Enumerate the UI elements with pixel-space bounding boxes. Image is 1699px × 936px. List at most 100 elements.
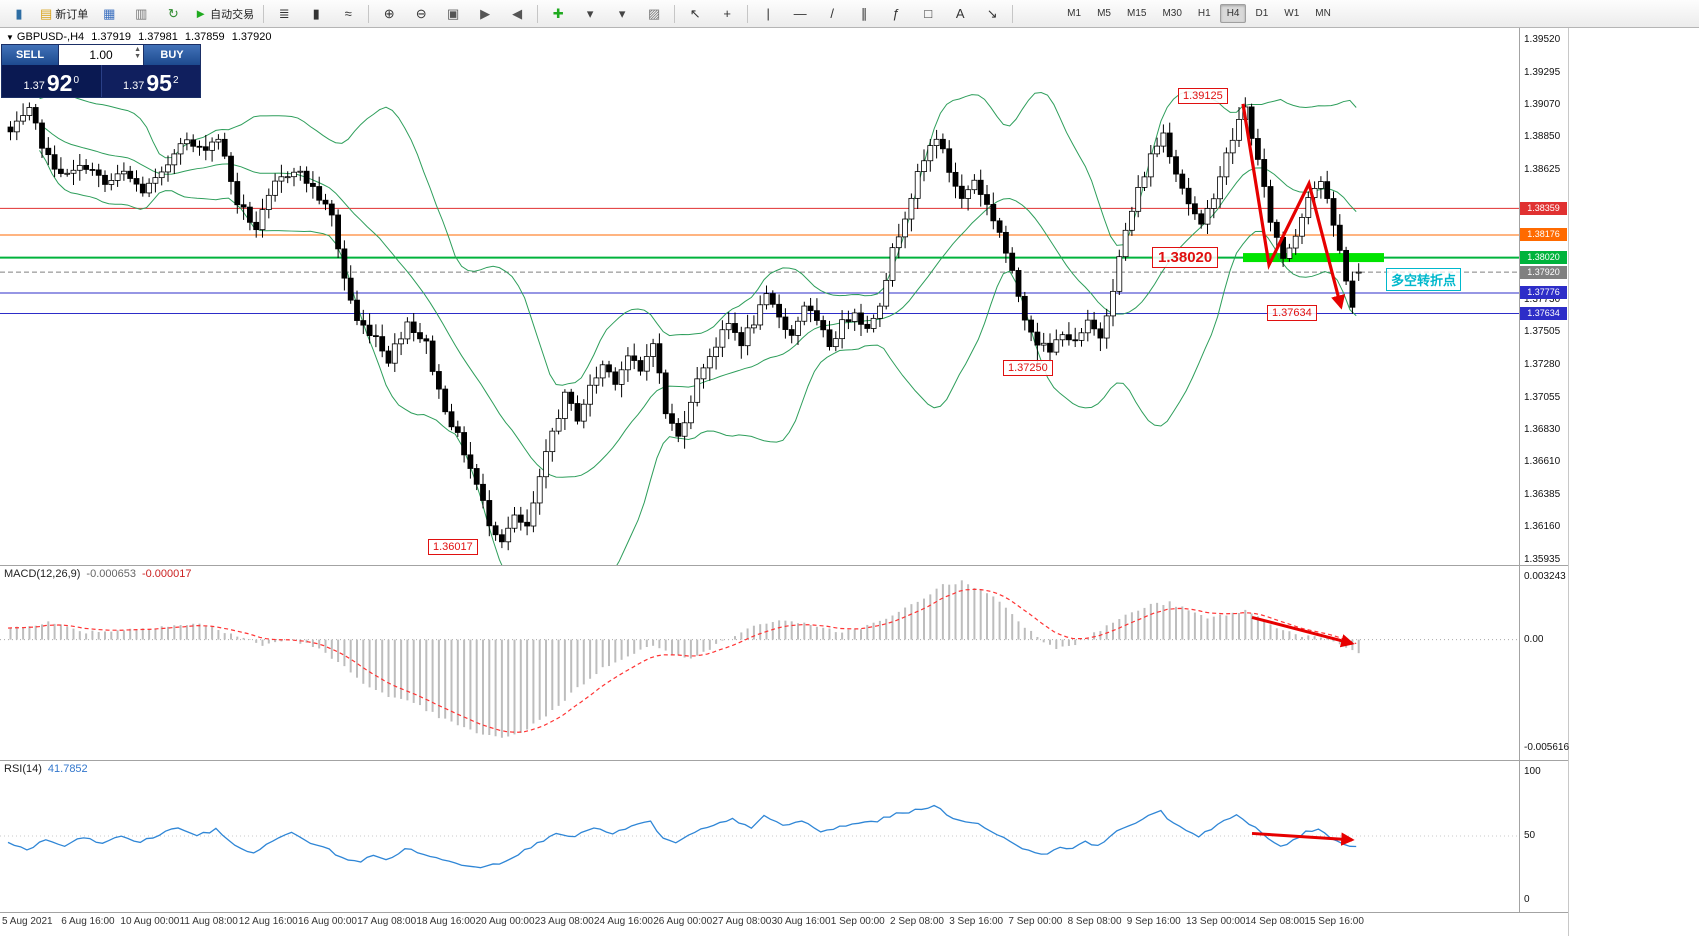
line-chart-icon[interactable]: ≈ <box>344 6 352 21</box>
main-chart-canvas[interactable] <box>0 28 1519 565</box>
lot-down-icon[interactable]: ▼ <box>134 53 141 60</box>
trendline-icon[interactable]: / <box>830 6 834 21</box>
new-order-button[interactable]: ▤ 新订单 <box>40 6 89 21</box>
cursor-icon[interactable]: ↖ <box>689 6 701 21</box>
time-tick: 10 Aug 00:00 <box>120 916 180 927</box>
horizontal-line-icon[interactable]: — <box>793 6 807 21</box>
sell-price[interactable]: 1.37 92 0 <box>23 70 80 97</box>
crosshair-icon[interactable]: + <box>723 6 731 21</box>
price-tag-137920: 1.37920 <box>1520 265 1567 279</box>
time-tick: 7 Sep 00:00 <box>1008 916 1063 927</box>
timeframe-group: M1 M5 M15 M30 H1 H4 D1 W1 MN <box>1059 4 1339 23</box>
price-tick: 1.36830 <box>1524 424 1561 436</box>
rsi-panel-canvas[interactable] <box>0 760 1519 912</box>
terminal-chart-icon[interactable]: ▮ <box>15 6 23 21</box>
price-tag-138176: 1.38176 <box>1520 228 1567 242</box>
price-tag-137634: 1.37634 <box>1520 307 1567 321</box>
macd-panel-canvas[interactable] <box>0 565 1519 760</box>
timeframe-m1[interactable]: M1 <box>1067 8 1082 19</box>
macd-indicator-label: MACD(12,26,9) -0.000653 -0.000017 <box>4 568 192 580</box>
refresh-icon[interactable]: ↻ <box>167 6 179 21</box>
chart-window-icon[interactable]: ▦ <box>103 6 116 21</box>
price-tick: 1.39295 <box>1524 66 1561 78</box>
time-tick: 20 Aug 00:00 <box>475 916 535 927</box>
time-tick: 2 Sep 08:00 <box>890 916 944 927</box>
trend-arrow-main <box>1241 103 1346 310</box>
price-tick: 1.36160 <box>1524 521 1561 533</box>
time-tick: 16 Aug 00:00 <box>298 916 357 927</box>
zoom-in-icon[interactable]: ⊕ <box>383 6 395 21</box>
time-tick: 5 Aug 2021 <box>2 916 53 927</box>
fibonacci-icon[interactable]: ƒ <box>892 6 900 21</box>
timeframe-w1[interactable]: W1 <box>1284 8 1300 19</box>
timeframe-h4[interactable]: H4 <box>1219 4 1247 23</box>
price-tag-138359: 1.38359 <box>1520 201 1567 215</box>
main-macd-divider[interactable] <box>0 565 1568 566</box>
chart-symbol: GBPUSD-,H4 <box>16 31 85 43</box>
macd-histogram <box>9 580 1360 738</box>
buy-button[interactable]: BUY <box>144 45 200 65</box>
support-zone-highlight <box>1243 253 1384 263</box>
timeframe-m5[interactable]: M5 <box>1097 8 1111 19</box>
toolbar-separator <box>263 4 265 23</box>
toolbar-separator <box>674 4 676 23</box>
tile-windows-icon[interactable]: ▣ <box>447 6 460 21</box>
price-tick: 1.35935 <box>1524 554 1561 565</box>
chart-shift-icon[interactable]: ◀ <box>512 6 523 21</box>
candles <box>7 97 1362 551</box>
templates-icon[interactable]: ▨ <box>648 6 661 21</box>
vertical-line-icon[interactable]: | <box>766 6 770 21</box>
toolbar: ▮ ▤ 新订单 ▦ ▥ ↻ ► 自动交易 ≣ ▮ ≈ ⊕ ⊖ ▣ ▶ ◀ ✚ ▾ ▾ ▨ ↖ + | — / ∥ ƒ □ A ↘ M1 M5 M… <box>0 0 1699 28</box>
ohlc-low: 1.37859 <box>184 31 225 43</box>
toolbar-separator <box>1012 4 1014 23</box>
macd-rsi-divider[interactable] <box>0 760 1568 761</box>
time-tick: 8 Sep 08:00 <box>1067 916 1122 927</box>
toolbar-separator <box>747 4 749 23</box>
equidistant-channel-icon[interactable]: ∥ <box>860 6 868 21</box>
macd-axis-tick: 0.00 <box>1524 633 1544 645</box>
price-label-136017: 1.36017 <box>428 539 478 556</box>
price-label-137634: 1.37634 <box>1267 304 1317 321</box>
one-click-trading-panel: SELL ▲ ▼ BUY 1.37 92 0 1.37 95 2 <box>1 44 201 98</box>
indicators-add-icon[interactable]: ✚ <box>552 6 564 21</box>
timeframe-m30[interactable]: M30 <box>1162 8 1182 19</box>
candlestick-chart-icon[interactable]: ▮ <box>312 6 320 21</box>
time-tick: 6 Aug 16:00 <box>61 916 115 927</box>
time-tick: 14 Sep 08:00 <box>1245 916 1305 927</box>
rsi-axis-tick: 50 <box>1524 830 1536 841</box>
timeframe-d1[interactable]: D1 <box>1255 8 1269 19</box>
indicators-dropdown-icon[interactable]: ▾ <box>586 6 594 21</box>
rsi-axis-tick: 0 <box>1524 894 1530 905</box>
price-tick: 1.39070 <box>1524 99 1561 111</box>
autotrading-button[interactable]: ► 自动交易 <box>194 6 255 21</box>
zoom-out-icon[interactable]: ⊖ <box>415 6 427 21</box>
lot-up-icon[interactable]: ▲ <box>134 46 141 53</box>
toolbar-separator <box>537 4 539 23</box>
timeframe-mn[interactable]: MN <box>1315 8 1331 19</box>
lot-size-input[interactable]: ▲ ▼ <box>58 45 144 65</box>
bar-chart-icon[interactable]: ≣ <box>278 6 290 21</box>
price-tick: 1.36385 <box>1524 488 1561 500</box>
shapes-icon[interactable]: □ <box>924 6 933 21</box>
auto-scroll-icon[interactable]: ▶ <box>480 6 491 21</box>
time-tick: 30 Aug 16:00 <box>771 916 831 927</box>
time-tick: 3 Sep 16:00 <box>949 916 1004 927</box>
text-label-icon[interactable]: A <box>955 6 965 21</box>
chart-ohlc-title: ▼ GBPUSD-,H4 1.37919 1.37981 1.37859 1.37… <box>6 31 275 43</box>
timeframes-dropdown-icon[interactable]: ▾ <box>618 6 626 21</box>
horizontal-levels <box>0 207 1519 315</box>
sell-button[interactable]: SELL <box>2 45 58 65</box>
price-label-137250: 1.37250 <box>1003 360 1053 377</box>
rsi-indicator-label: RSI(14) 41.7852 <box>4 763 88 775</box>
symbol-dropdown-icon: ▼ <box>6 33 14 42</box>
time-axis-divider <box>0 912 1568 913</box>
lot-size-field[interactable] <box>74 48 128 62</box>
profiles-icon[interactable]: ▥ <box>135 6 148 21</box>
ohlc-open: 1.37919 <box>91 31 131 43</box>
timeframe-m15[interactable]: M15 <box>1126 8 1147 19</box>
timeframe-h1[interactable]: H1 <box>1197 8 1211 19</box>
buy-price[interactable]: 1.37 95 2 <box>100 65 200 97</box>
arrows-icon[interactable]: ↘ <box>986 6 998 21</box>
ohlc-close: 1.37920 <box>231 31 272 43</box>
price-tick: 1.37280 <box>1524 358 1561 370</box>
